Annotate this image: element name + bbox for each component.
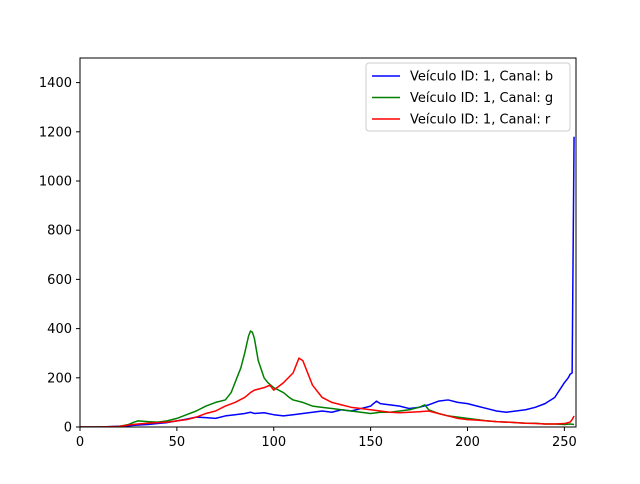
- series-lines: [80, 136, 575, 427]
- y-tick-label: 800: [47, 224, 72, 239]
- legend: Veículo ID: 1, Canal: b Veículo ID: 1, Ca…: [365, 62, 571, 132]
- legend-label: Veículo ID: 1, Canal: r: [410, 113, 551, 128]
- legend-label: Veículo ID: 1, Canal: b: [410, 70, 553, 85]
- x-tick-label: 100: [261, 435, 286, 450]
- axes-frame: [79, 57, 577, 428]
- y-tick-label: 400: [47, 322, 72, 337]
- legend-box: [365, 62, 571, 132]
- x-tick-label: 200: [455, 435, 480, 450]
- x-tick-label: 50: [169, 435, 186, 450]
- series-line-r: [80, 357, 575, 427]
- y-tick-label: 600: [47, 273, 72, 288]
- legend-label: Veículo ID: 1, Canal: g: [410, 91, 553, 106]
- x-tick-label: 150: [358, 435, 383, 450]
- y-tick-label: 200: [47, 371, 72, 386]
- y-tick-label: 1000: [39, 175, 72, 190]
- y-tick-label: 1200: [39, 125, 72, 140]
- x-tick-label: 250: [552, 435, 577, 450]
- y-tick-label: 1400: [39, 76, 72, 91]
- y-tick-label: 0: [64, 421, 72, 436]
- x-tick-label: 0: [76, 435, 84, 450]
- axes: 0 50 100 150 200 250 0 200 400 600 800 1000 1200 1400: [39, 57, 577, 450]
